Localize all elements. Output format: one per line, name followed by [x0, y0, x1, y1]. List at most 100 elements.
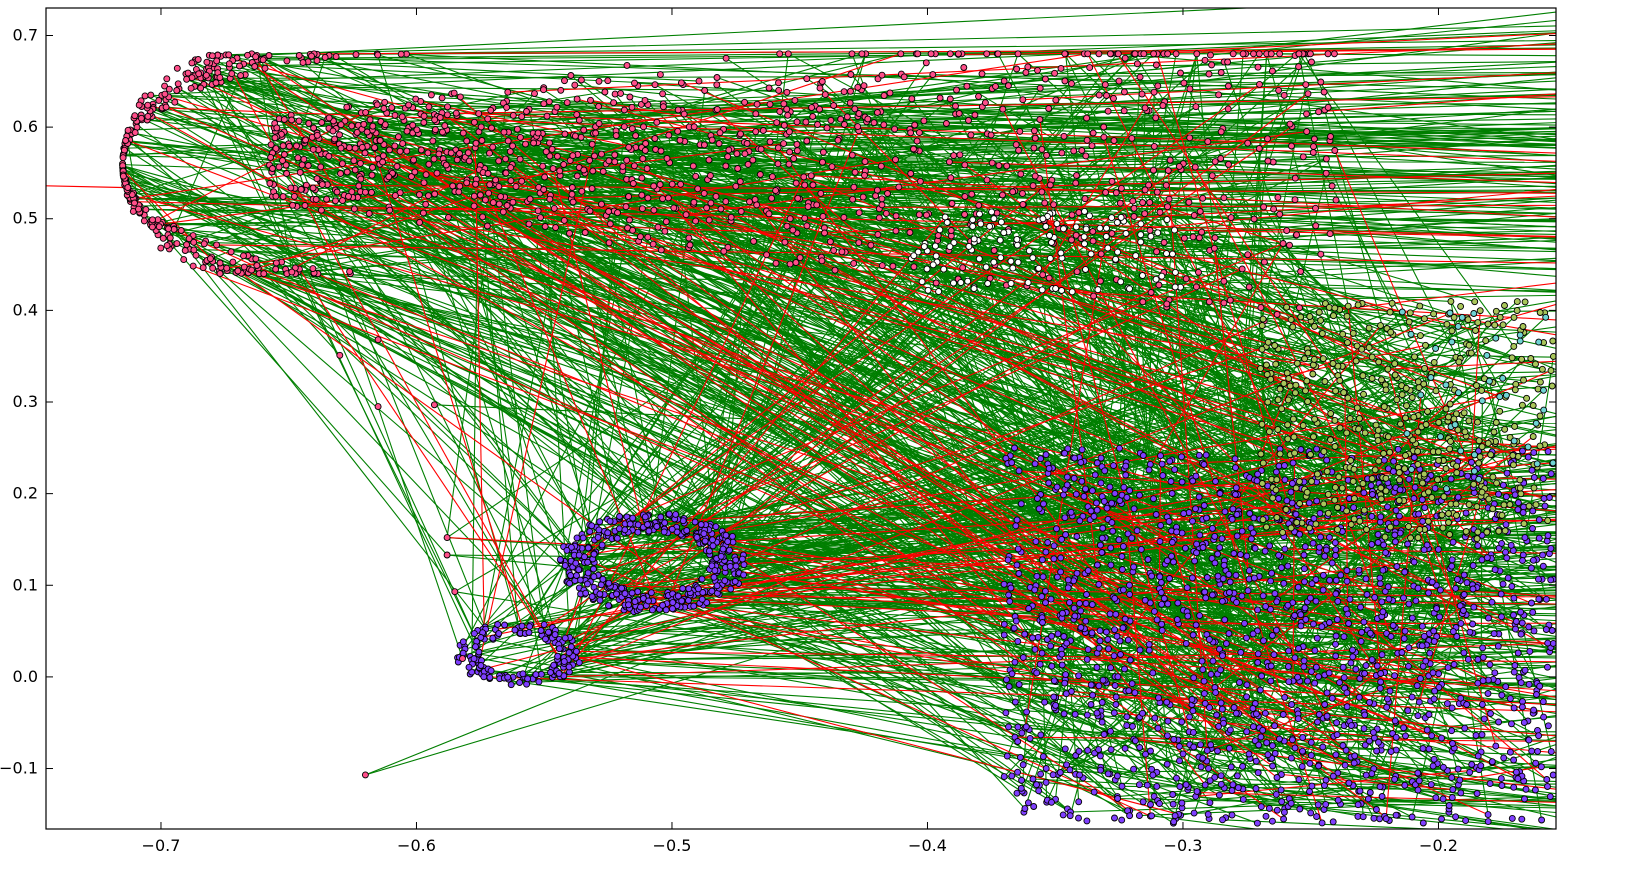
data-point: [969, 216, 977, 224]
data-point: [584, 558, 592, 566]
data-point: [1250, 50, 1257, 58]
data-point: [1422, 657, 1430, 665]
edge: [1151, 815, 1260, 829]
data-point: [1354, 801, 1362, 809]
data-point: [1208, 61, 1216, 69]
data-point: [1221, 616, 1229, 624]
data-point: [733, 150, 741, 158]
data-point: [1272, 626, 1280, 634]
data-point: [1107, 664, 1115, 672]
data-point: [470, 655, 478, 663]
data-point: [1192, 283, 1200, 291]
data-point: [497, 193, 505, 201]
edge: [675, 207, 1523, 452]
data-point: [668, 525, 676, 533]
edge: [217, 54, 1324, 360]
edge: [647, 236, 1535, 632]
data-point: [936, 94, 944, 102]
data-point: [1220, 561, 1228, 569]
data-point: [573, 172, 581, 180]
data-point: [834, 136, 842, 144]
edge: [194, 85, 1026, 635]
data-point: [1190, 211, 1198, 219]
edge: [1365, 665, 1556, 698]
edge: [584, 163, 1184, 174]
data-point: [653, 118, 661, 126]
data-point: [1057, 249, 1065, 257]
data-point: [436, 114, 444, 121]
data-point: [1524, 453, 1532, 461]
data-point: [1038, 145, 1046, 153]
data-point: [1217, 155, 1225, 162]
data-point: [1192, 621, 1200, 629]
data-point: [1014, 50, 1022, 58]
data-point: [267, 141, 275, 149]
data-point: [424, 192, 432, 200]
data-point: [878, 195, 886, 203]
data-point: [692, 217, 700, 225]
edge: [510, 303, 1326, 686]
edge: [480, 108, 855, 196]
data-point: [213, 241, 221, 249]
data-point: [693, 533, 701, 541]
data-point: [1046, 254, 1054, 262]
data-point: [149, 216, 156, 224]
edge: [320, 166, 1129, 641]
data-point: [1031, 645, 1039, 653]
data-point: [1500, 754, 1508, 762]
data-point: [1209, 524, 1216, 532]
data-point: [540, 186, 548, 193]
data-point: [1154, 724, 1162, 732]
data-point: [1170, 818, 1178, 826]
edge: [714, 431, 1466, 572]
data-point: [165, 85, 173, 93]
data-point: [1100, 497, 1108, 505]
data-point: [1015, 570, 1023, 577]
data-point: [1284, 663, 1292, 671]
data-point: [1022, 723, 1030, 731]
data-point: [1030, 803, 1038, 810]
data-point: [518, 622, 526, 630]
data-point: [1021, 805, 1029, 813]
data-point: [1444, 664, 1452, 672]
data-point: [1315, 108, 1323, 116]
data-point: [732, 562, 740, 570]
data-point: [1291, 654, 1299, 662]
data-point: [577, 76, 585, 84]
data-point: [373, 101, 381, 109]
data-point: [1238, 527, 1246, 535]
data-point: [1394, 445, 1402, 453]
edge: [664, 268, 1243, 530]
data-point: [641, 513, 649, 521]
data-point: [1430, 627, 1438, 635]
data-point: [843, 113, 851, 121]
data-point: [1272, 790, 1280, 798]
data-point: [1343, 567, 1351, 575]
edge: [298, 268, 570, 673]
data-point: [648, 606, 656, 614]
data-point: [502, 169, 510, 177]
data-point: [1233, 532, 1241, 540]
data-point: [628, 589, 636, 597]
edge: [1054, 222, 1118, 800]
data-point: [584, 544, 592, 552]
data-point: [1205, 70, 1213, 78]
data-point: [1264, 135, 1271, 143]
data-point: [313, 131, 321, 139]
data-point: [459, 129, 467, 137]
data-point: [1189, 517, 1196, 525]
edge: [1129, 620, 1432, 737]
data-point: [1255, 50, 1263, 58]
edge: [1139, 649, 1181, 787]
data-point: [183, 241, 191, 249]
data-point: [1056, 769, 1064, 776]
data-point: [1317, 78, 1325, 86]
data-point: [534, 207, 542, 215]
data-point: [801, 181, 809, 189]
data-point: [1003, 162, 1011, 170]
data-point: [580, 166, 588, 174]
data-point: [1518, 703, 1526, 711]
data-point: [1036, 84, 1044, 92]
data-point: [1236, 678, 1243, 686]
data-point: [325, 114, 333, 122]
